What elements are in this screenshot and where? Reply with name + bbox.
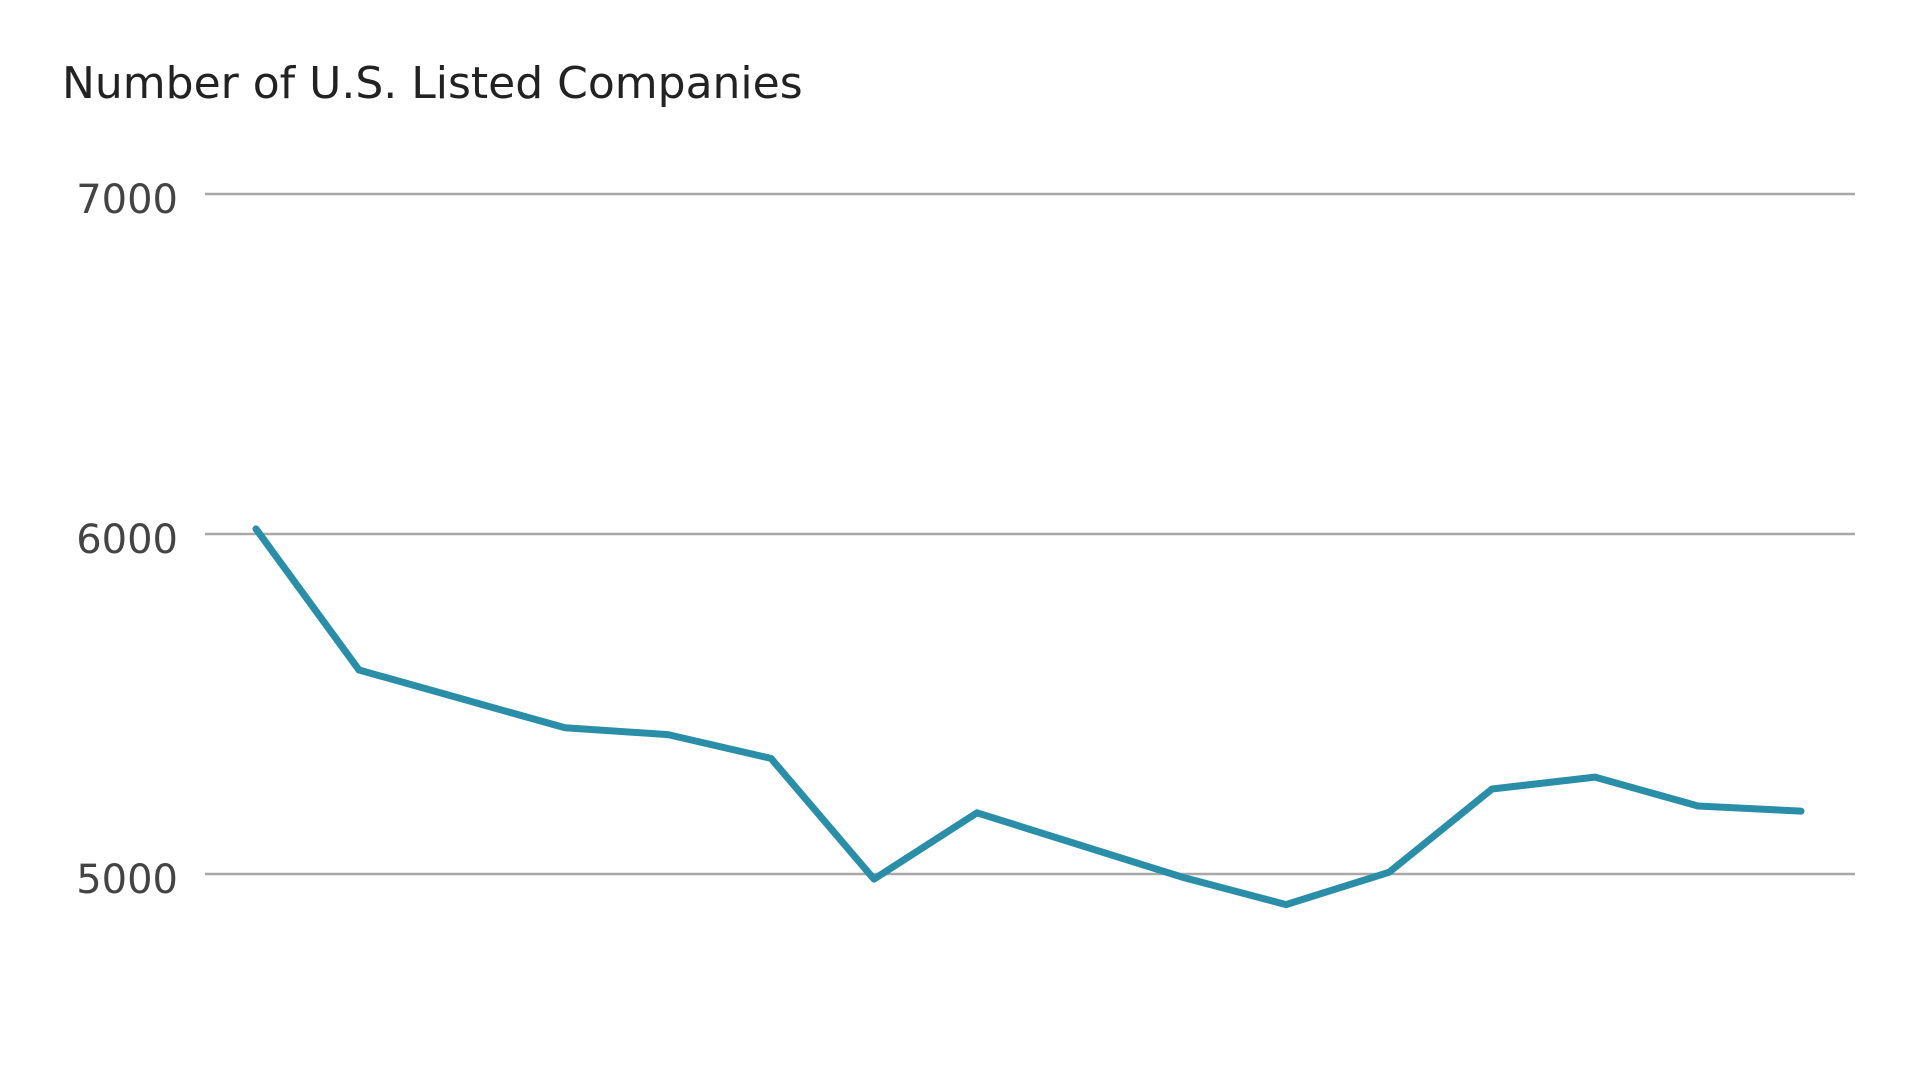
y-tick-label: 6000 (76, 517, 178, 563)
data-line (252, 525, 1805, 909)
y-tick-label: 7000 (76, 177, 178, 223)
y-tick-label: 5000 (76, 857, 178, 903)
chart-title: Number of U.S. Listed Companies (62, 58, 803, 109)
